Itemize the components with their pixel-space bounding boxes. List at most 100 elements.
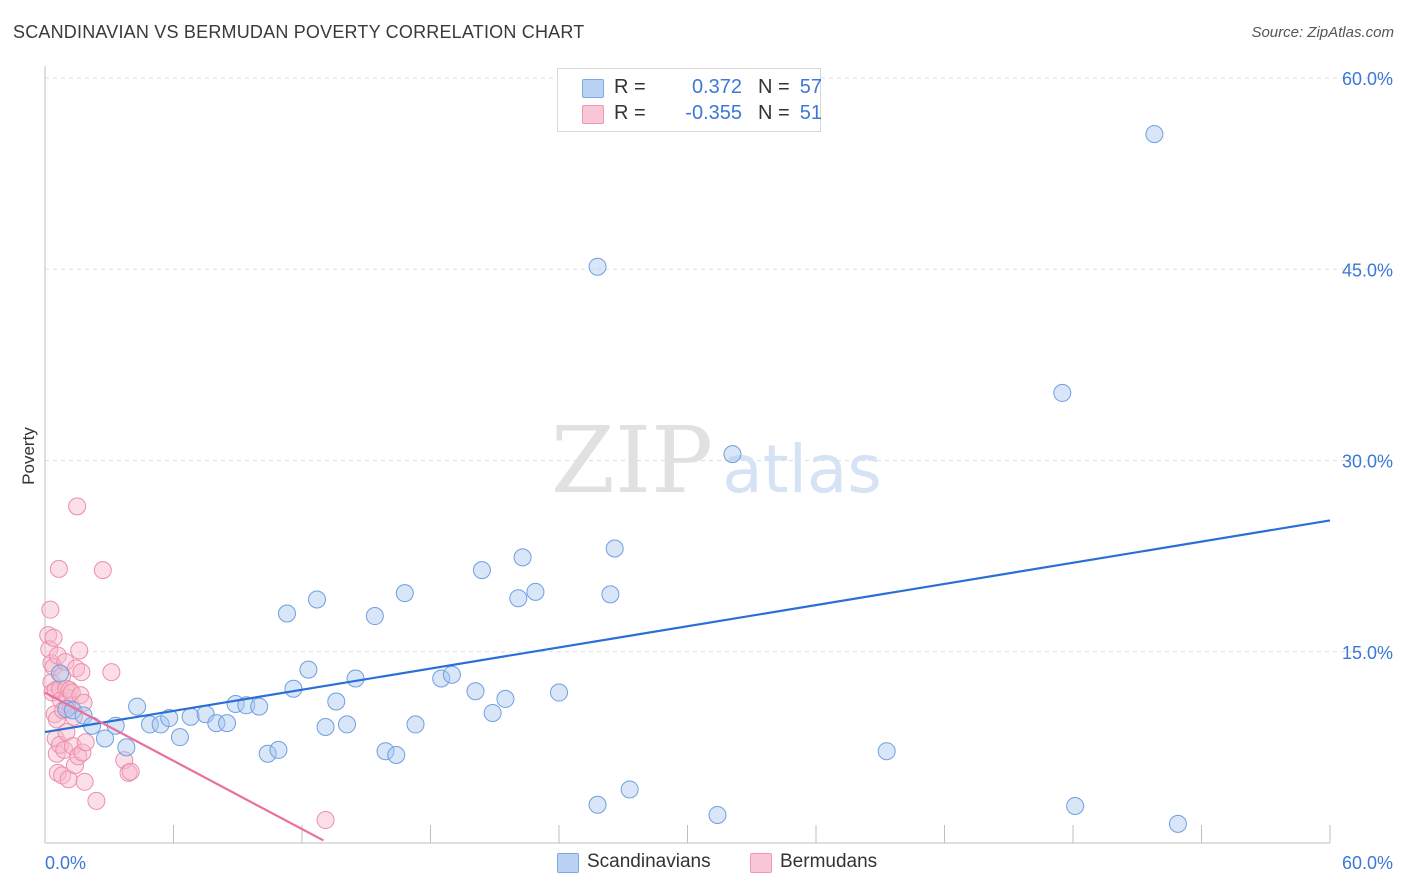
y-tick-label: 45.0% (1342, 260, 1393, 280)
bermudans-point (72, 663, 91, 682)
bermudans-point (121, 762, 140, 781)
scandinavians-point (1053, 383, 1072, 402)
scandinavians-point (376, 742, 395, 761)
scandinavians-point (337, 715, 356, 734)
legend-n-label: N = (758, 76, 790, 98)
x-tick-label: 0.0% (45, 853, 86, 873)
scandinavians-point (346, 669, 365, 688)
bermudans-point (75, 772, 94, 791)
scandinavians-point (140, 715, 159, 734)
scandinavians-point (316, 717, 335, 736)
y-tick-label: 15.0% (1342, 643, 1393, 663)
scandinavians-point (588, 257, 607, 276)
legend-swatch-blue (582, 79, 604, 98)
x-tick-label: 60.0% (1342, 853, 1393, 873)
bermudans-trend-line (44, 691, 324, 842)
bermudans-point (41, 600, 60, 619)
bottom-legend-swatch-blue (557, 853, 579, 873)
scandinavians-point (513, 548, 532, 567)
scandinavians-point (472, 561, 491, 580)
scandinavians-point (395, 584, 414, 603)
bermudans-point (60, 681, 79, 699)
scandinavians-point (387, 746, 406, 765)
scandinavians-point (237, 696, 256, 715)
scandinavians-point (496, 689, 515, 708)
scandinavians-point (526, 582, 545, 601)
scandinavians-trend-line (44, 519, 1331, 734)
bermudans-point (316, 811, 335, 830)
scandinavians-point (588, 795, 607, 814)
scandinavians-point (365, 607, 384, 626)
axes (44, 66, 1331, 844)
tick-labels: 15.0% 30.0% 45.0% 60.0% 0.0% 60.0% (45, 69, 1393, 873)
legend-n-value: 57 (799, 76, 822, 98)
bermudans-point (68, 497, 87, 516)
scandinavians-point (170, 728, 189, 747)
scandinavians-point (723, 445, 742, 464)
scandinavians-point (95, 729, 114, 748)
legend-r-label: R = (614, 102, 646, 124)
scandinavians-point (250, 697, 269, 716)
scandinavians-point (258, 744, 277, 763)
bermudans-point (93, 561, 112, 580)
source-credit: Source: ZipAtlas.com (1251, 24, 1394, 41)
scandinavians-point (442, 665, 461, 684)
scandinavians-point (50, 664, 69, 683)
scandinavians-point (181, 707, 200, 726)
trend-lines (44, 519, 1331, 842)
watermark: ZIP atlas (551, 407, 882, 514)
bottom-legend-label: Bermudans (780, 851, 878, 872)
bermudans-point (73, 743, 92, 762)
scandinavians-point (483, 703, 502, 722)
legend-r-label: R = (614, 76, 646, 98)
scandinavians-point (406, 715, 425, 734)
scandinavians-point (327, 692, 346, 711)
bermudans-point (102, 663, 121, 682)
correlation-legend: R = 0.372 N = 57 R = -0.355 N = 51 (557, 68, 822, 132)
legend-n-label: N = (758, 102, 790, 124)
scandinavians-point (299, 660, 318, 679)
scandinavians-point (877, 742, 896, 761)
scandinavians-point (117, 738, 136, 757)
bermudans-point (48, 646, 67, 665)
scandinavians-point (708, 805, 727, 824)
scandinavians-point (284, 679, 303, 698)
scandinavians-point (307, 590, 326, 609)
scandinavians-point (550, 683, 568, 702)
legend-row-bermudans: R = -0.355 N = 51 (582, 102, 822, 126)
y-tick-label: 60.0% (1342, 69, 1393, 89)
chart-title: SCANDINAVIAN VS BERMUDAN POVERTY CORRELA… (13, 22, 585, 42)
scandinavians-point (207, 714, 226, 733)
bermudans-point (56, 652, 75, 671)
scandinavians-point (1145, 125, 1164, 144)
scandinavians-point (620, 780, 639, 799)
bottom-legend-swatch-pink (750, 853, 772, 873)
bermudans-point (49, 559, 68, 578)
scandinavians-point (160, 709, 179, 728)
scandinavians-point (1168, 814, 1187, 833)
gridlines (45, 77, 1392, 653)
scandinavians-point (466, 682, 485, 701)
scandinavians-point (605, 539, 624, 558)
legend-row-scandinavians: R = 0.372 N = 57 (582, 76, 822, 100)
bermudans-points (39, 497, 335, 830)
watermark-zip: ZIP (551, 407, 713, 514)
scandinavians-point (1066, 797, 1085, 816)
legend-r-value: 0.372 (691, 76, 742, 98)
scandinavians-point (278, 604, 297, 623)
bermudans-point (87, 791, 106, 810)
legend-n-value: 51 (799, 102, 822, 124)
bottom-legend-label: Scandinavians (587, 851, 711, 872)
bermudans-point (44, 628, 63, 647)
scandinavians-point (269, 740, 288, 759)
legend-r-value: -0.355 (685, 102, 742, 124)
bermudans-point (76, 733, 95, 752)
y-tick-label: 30.0% (1342, 452, 1393, 472)
bermudans-point (74, 693, 93, 712)
scandinavians-point (509, 589, 528, 608)
watermark-atlas: atlas (722, 431, 882, 508)
scandinavians-point (128, 697, 147, 716)
scandinavians-point (432, 669, 451, 688)
legend-swatch-pink (582, 105, 604, 124)
y-axis-label: Poverty (19, 427, 38, 485)
